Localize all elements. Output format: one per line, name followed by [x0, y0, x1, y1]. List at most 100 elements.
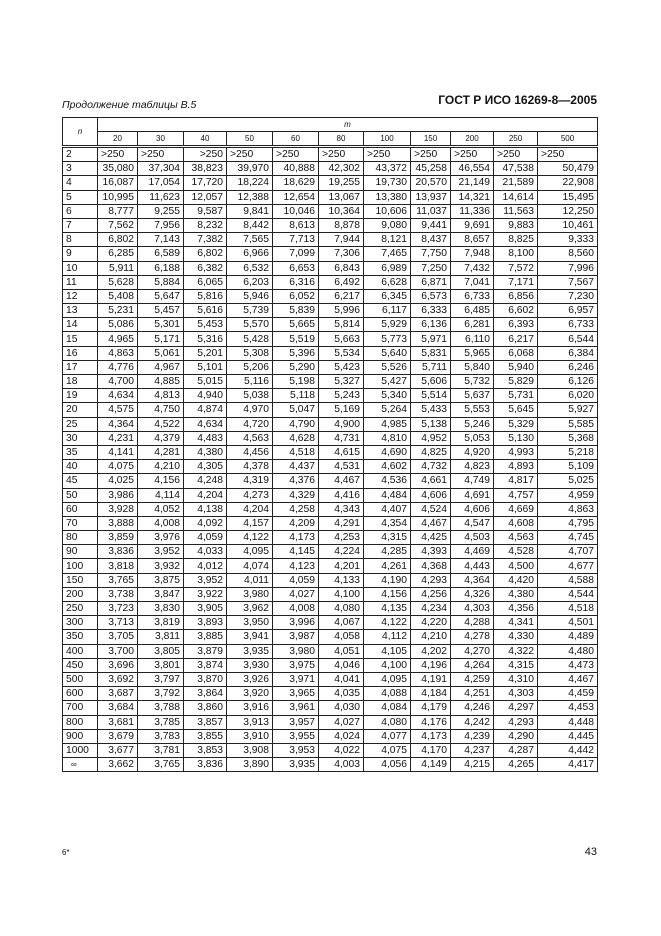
value-cell: 3,980 [226, 586, 273, 603]
value-cell: 4,524 [410, 501, 451, 517]
row-n-cell: 2 [62, 145, 98, 163]
row-n-cell: 20 [62, 402, 98, 418]
value-cell: 6,393 [493, 317, 538, 333]
value-cell: 5,308 [226, 345, 273, 361]
value-cell: 3,961 [272, 700, 319, 716]
value-cell: 6,136 [410, 317, 451, 333]
value-cell: 3,875 [137, 572, 184, 588]
value-cell: 5,663 [318, 331, 364, 347]
value-cell: 46,554 [450, 161, 494, 177]
row-n-cell: 14 [62, 317, 98, 333]
row-n-cell: ∞ [62, 757, 98, 773]
row-n-cell: 500 [62, 671, 98, 688]
value-cell: 3,765 [137, 757, 184, 773]
value-cell: 4,210 [410, 629, 451, 645]
value-cell: 9,333 [537, 232, 598, 248]
value-cell: 4,133 [318, 572, 364, 588]
table-row: 350 3,705 3,811 3,885 3,941 3,987 4,058 4,112 4,… [62, 629, 598, 645]
value-cell: 3,687 [97, 686, 138, 702]
table-row: 700 3,684 3,788 3,860 3,916 3,961 4,030 4,084 4,… [62, 700, 598, 716]
value-cell: 3,681 [97, 714, 138, 730]
row-n-cell: 13 [62, 303, 98, 319]
row-n-cell: 800 [62, 714, 98, 730]
value-cell: 3,692 [97, 671, 138, 688]
value-cell: 3,962 [226, 600, 273, 617]
value-cell: 3,905 [183, 600, 227, 617]
row-n-cell: 9 [62, 246, 98, 262]
value-cell: 4,588 [537, 572, 598, 588]
value-cell: 3,797 [137, 671, 184, 688]
value-cell: 22,908 [537, 175, 598, 191]
value-cell: 4,563 [493, 530, 538, 546]
table-row: 7 7,562 7,956 8,232 8,442 8,613 8,878 9,080 9,44… [62, 217, 598, 234]
value-cell: 4,315 [493, 657, 538, 673]
value-cell: 6,957 [537, 303, 598, 319]
value-cell: 4,157 [226, 515, 273, 532]
value-cell: 5,616 [183, 303, 227, 319]
table-row: 17 4,776 4,967 5,101 5,206 5,290 5,423 5,526 5,7… [62, 359, 598, 376]
value-cell: 5,816 [183, 288, 227, 305]
value-cell: 4,356 [493, 600, 538, 617]
value-cell: 9,883 [493, 217, 538, 234]
table-row: 250 3,723 3,830 3,905 3,962 4,008 4,080 4,135 4,… [62, 600, 598, 617]
value-cell: 6,217 [493, 331, 538, 347]
value-cell: 4,095 [226, 544, 273, 560]
table-row: 14 5,086 5,301 5,453 5,570 5,665 5,814 5,929 6,1… [62, 317, 598, 333]
table-row: 450 3,696 3,801 3,874 3,930 3,975 4,046 4,100 4,… [62, 657, 598, 673]
value-cell: 10,364 [318, 203, 364, 219]
value-cell: 5,053 [450, 430, 494, 446]
value-cell: 4,547 [450, 515, 494, 532]
table-row: 19 4,634 4,813 4,940 5,038 5,118 5,243 5,340 5,5… [62, 388, 598, 404]
value-cell: 6,333 [410, 303, 451, 319]
value-cell: 4,258 [272, 501, 319, 517]
page-number: 43 [584, 846, 597, 858]
value-cell: 3,950 [226, 615, 273, 631]
value-cell: >250 [410, 145, 451, 163]
value-cell: 3,920 [226, 686, 273, 702]
row-n-cell: 5 [62, 189, 98, 205]
value-cell: 4,691 [450, 487, 494, 503]
value-cell: 4,467 [537, 671, 598, 688]
value-cell: 3,976 [137, 530, 184, 546]
value-cell: 3,870 [183, 671, 227, 688]
table-row: 1000 3,677 3,781 3,853 3,908 3,953 4,022 4,075 4… [62, 742, 598, 759]
row-n-cell: 90 [62, 544, 98, 560]
value-cell: 5,839 [272, 303, 319, 319]
value-cell: 4,156 [137, 473, 184, 489]
value-cell: 4,190 [363, 572, 411, 588]
value-cell: 5,086 [97, 317, 138, 333]
value-cell: 8,442 [226, 217, 273, 234]
value-cell: 5,218 [537, 444, 598, 461]
value-cell: 5,814 [318, 317, 364, 333]
value-cell: 5,553 [450, 402, 494, 418]
value-cell: 4,669 [493, 501, 538, 517]
value-cell: 4,380 [493, 586, 538, 603]
column-header: 200 [450, 131, 494, 148]
value-cell: 5,264 [363, 402, 411, 418]
value-cell: 4,288 [450, 615, 494, 631]
value-cell: 5,840 [450, 359, 494, 376]
table-row: 15 4,965 5,171 5,316 5,428 5,519 5,663 5,773 5,9… [62, 331, 598, 347]
value-cell: 3,926 [226, 671, 273, 688]
value-cell: 5,025 [537, 473, 598, 489]
value-cell: 6,871 [410, 274, 451, 290]
value-cell: 5,971 [410, 331, 451, 347]
value-cell: 18,629 [272, 175, 319, 191]
value-cell: 8,100 [493, 246, 538, 262]
value-cell: 4,305 [183, 459, 227, 475]
value-cell: 4,341 [493, 615, 538, 631]
value-cell: 4,536 [363, 473, 411, 489]
value-cell: 4,242 [450, 714, 494, 730]
column-header: 500 [537, 131, 598, 148]
value-cell: 6,281 [450, 317, 494, 333]
table-row: 40 4,075 4,210 4,305 4,378 4,437 4,531 4,602 4,7… [62, 459, 598, 475]
value-cell: 4,965 [97, 331, 138, 347]
value-cell: 5,965 [450, 345, 494, 361]
value-cell: 5,138 [410, 416, 451, 432]
value-cell: 3,738 [97, 586, 138, 603]
value-cell: 3,971 [272, 671, 319, 688]
value-cell: 3,874 [183, 657, 227, 673]
value-cell: 5,731 [493, 388, 538, 404]
value-cell: 5,829 [493, 373, 538, 390]
value-cell: 4,417 [537, 757, 598, 773]
